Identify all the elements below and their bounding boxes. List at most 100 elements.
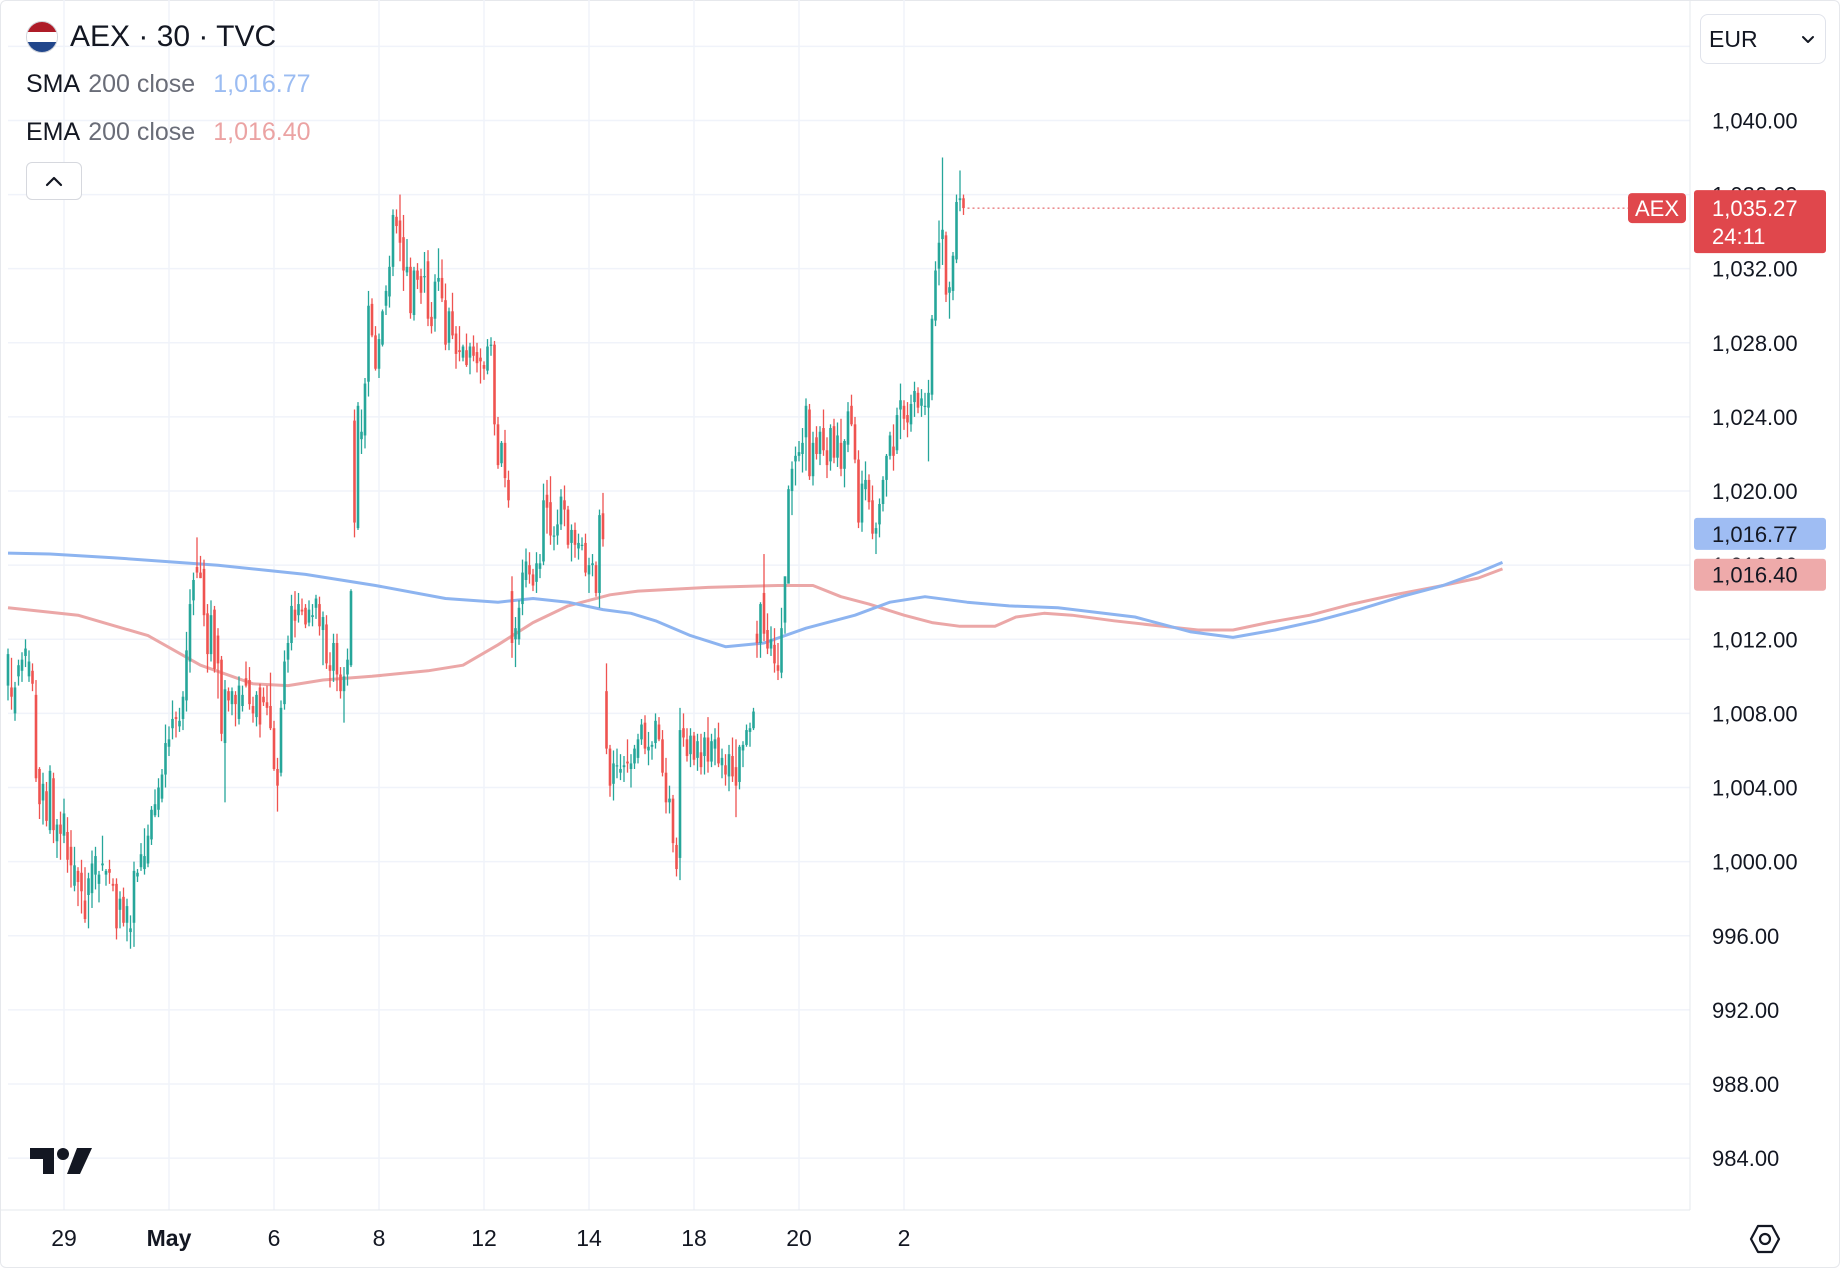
- candle[interactable]: [122, 887, 125, 927]
- candle[interactable]: [496, 416, 500, 469]
- candle[interactable]: [20, 652, 24, 682]
- candle[interactable]: [944, 231, 948, 303]
- candle[interactable]: [601, 492, 605, 547]
- chart-settings-button[interactable]: [1748, 1222, 1782, 1261]
- candle[interactable]: [332, 633, 335, 682]
- candle[interactable]: [171, 700, 174, 740]
- candle[interactable]: [748, 722, 752, 747]
- candle[interactable]: [857, 450, 860, 529]
- candle[interactable]: [860, 470, 864, 532]
- candle[interactable]: [955, 194, 958, 264]
- candle[interactable]: [244, 661, 248, 688]
- candle[interactable]: [398, 194, 402, 262]
- candle[interactable]: [237, 676, 241, 725]
- candle[interactable]: [111, 878, 115, 892]
- candle[interactable]: [468, 342, 472, 375]
- candle[interactable]: [437, 248, 440, 291]
- candle[interactable]: [108, 859, 111, 884]
- candle[interactable]: [220, 655, 223, 742]
- candle[interactable]: [643, 715, 647, 755]
- candle[interactable]: [517, 600, 521, 645]
- candle[interactable]: [745, 724, 748, 747]
- candle[interactable]: [937, 220, 941, 286]
- candle[interactable]: [783, 576, 787, 634]
- candle[interactable]: [769, 626, 773, 656]
- candle[interactable]: [958, 170, 962, 212]
- candle[interactable]: [846, 402, 850, 453]
- candle[interactable]: [178, 707, 181, 732]
- candle[interactable]: [374, 326, 377, 371]
- candle[interactable]: [76, 867, 80, 907]
- candle[interactable]: [818, 426, 822, 466]
- candle[interactable]: [731, 737, 734, 782]
- candle[interactable]: [160, 768, 164, 803]
- candle[interactable]: [535, 552, 538, 593]
- candle[interactable]: [822, 409, 825, 456]
- candle[interactable]: [17, 659, 20, 686]
- candle[interactable]: [559, 489, 563, 530]
- candle[interactable]: [619, 754, 622, 781]
- candle[interactable]: [353, 409, 356, 538]
- candle[interactable]: [346, 648, 349, 686]
- candle[interactable]: [283, 650, 286, 710]
- candle[interactable]: [430, 302, 433, 334]
- candle[interactable]: [741, 741, 745, 768]
- candle[interactable]: [608, 744, 612, 797]
- candle[interactable]: [216, 628, 220, 699]
- candle[interactable]: [475, 342, 479, 373]
- candle[interactable]: [48, 765, 52, 834]
- candle[interactable]: [27, 650, 31, 682]
- candle[interactable]: [755, 620, 759, 658]
- candle[interactable]: [164, 724, 167, 788]
- candle[interactable]: [636, 733, 640, 764]
- candle[interactable]: [409, 257, 412, 319]
- candle[interactable]: [825, 437, 829, 479]
- candle[interactable]: [416, 263, 419, 290]
- candle[interactable]: [258, 683, 262, 738]
- symbol-row[interactable]: AEX · 30 · TVC: [26, 14, 311, 60]
- candle[interactable]: [909, 394, 913, 432]
- candle[interactable]: [780, 607, 783, 679]
- candle[interactable]: [727, 744, 731, 792]
- candle[interactable]: [801, 428, 804, 473]
- candle[interactable]: [839, 418, 843, 477]
- candle[interactable]: [531, 568, 535, 592]
- candle[interactable]: [766, 613, 769, 655]
- candle[interactable]: [192, 572, 195, 616]
- candle[interactable]: [185, 631, 188, 712]
- candle[interactable]: [230, 687, 234, 716]
- candle[interactable]: [227, 687, 230, 712]
- candle[interactable]: [188, 589, 192, 673]
- candle[interactable]: [871, 485, 874, 540]
- candle[interactable]: [132, 861, 136, 947]
- candle[interactable]: [542, 483, 545, 566]
- candle[interactable]: [304, 604, 307, 629]
- candle[interactable]: [367, 290, 370, 397]
- candle[interactable]: [640, 718, 643, 745]
- candle[interactable]: [615, 748, 619, 779]
- candle[interactable]: [888, 431, 892, 460]
- candle[interactable]: [878, 498, 881, 538]
- candle[interactable]: [381, 309, 384, 347]
- candle[interactable]: [892, 424, 895, 471]
- candle[interactable]: [678, 707, 682, 881]
- candlestick-series[interactable]: [6, 157, 965, 949]
- candle[interactable]: [223, 680, 227, 803]
- candle[interactable]: [594, 561, 598, 597]
- candle[interactable]: [286, 635, 290, 673]
- candle[interactable]: [174, 711, 178, 738]
- candle[interactable]: [146, 824, 150, 868]
- candle[interactable]: [276, 757, 279, 812]
- candle[interactable]: [69, 830, 73, 888]
- candle[interactable]: [699, 733, 703, 775]
- candle[interactable]: [300, 598, 304, 616]
- candle[interactable]: [6, 648, 10, 701]
- candle[interactable]: [930, 315, 934, 401]
- candle[interactable]: [503, 429, 507, 488]
- candle[interactable]: [794, 446, 797, 486]
- candle[interactable]: [195, 537, 199, 579]
- candle[interactable]: [339, 667, 342, 699]
- candle[interactable]: [377, 333, 381, 379]
- candle[interactable]: [342, 667, 346, 723]
- candle[interactable]: [52, 772, 55, 844]
